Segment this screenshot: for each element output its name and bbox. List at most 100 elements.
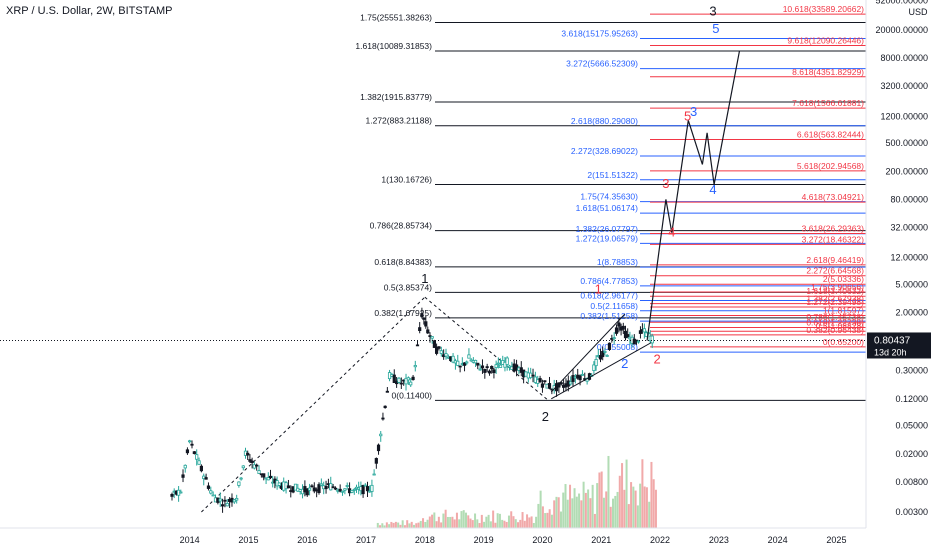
candle-body [319, 483, 323, 486]
candle-body [485, 366, 489, 369]
candle-body [496, 362, 500, 365]
volume-bar [654, 489, 657, 528]
candle-body [399, 382, 403, 385]
fib-red-label: 0.382(0.96438) [806, 325, 864, 335]
volume-bar [648, 501, 651, 528]
volume-bar [478, 523, 481, 528]
volume-bar [521, 512, 524, 528]
chart-title: XRP / U.S. Dollar, 2W, BITSTAMP [6, 5, 173, 17]
fib-red-label: 6.618(563.82444) [797, 129, 864, 139]
candle-body [478, 368, 482, 371]
candle-body [379, 433, 383, 437]
fib-blue: 3.618(15175.95263) 3.272(5666.52309) 2.618… [561, 28, 866, 353]
candle-body [204, 477, 208, 480]
volume-bar [492, 510, 495, 528]
volume-bar [462, 510, 465, 528]
x-tick-label: 2020 [532, 535, 552, 545]
candle-body [286, 485, 291, 489]
wave-label: 5 [684, 108, 691, 123]
volume-bar [449, 516, 452, 528]
volume-bar [485, 516, 488, 528]
x-tick-label: 2018 [415, 535, 435, 545]
candle-body [343, 488, 347, 491]
candle-body [338, 488, 342, 492]
volume-bar [591, 484, 594, 528]
volume-bar [609, 506, 612, 528]
candle-body [225, 503, 229, 507]
candle-body [444, 353, 448, 357]
fib-red-label: 0.786(1.45738) [806, 312, 864, 322]
candle-body [439, 350, 443, 354]
dashed-line [424, 296, 549, 401]
candle-body [601, 351, 605, 358]
candle-body [268, 475, 273, 479]
candle-body [195, 454, 199, 460]
fib-blue-label: 3.618(15175.95263) [561, 28, 638, 38]
candle-body [206, 485, 211, 489]
candle-body [598, 355, 603, 360]
wave-label: 3 [690, 104, 697, 119]
last-price-value: 0.80437 [874, 335, 911, 346]
wave-label: 2 [621, 356, 628, 371]
fib-blue-label: 1.272(19.06579) [576, 233, 639, 243]
candle-body [569, 381, 573, 385]
candle-body [636, 340, 641, 343]
volume-bar [503, 520, 506, 528]
candle-body [310, 485, 314, 488]
volume-bar [573, 488, 576, 528]
volume-bar [381, 523, 384, 528]
volume-bar [614, 495, 617, 528]
volume-bar [528, 517, 531, 528]
candle-body [462, 362, 467, 366]
candle-body [540, 383, 545, 388]
volume-bar [616, 491, 619, 528]
volume-bar [555, 496, 558, 528]
candle-body [381, 417, 385, 420]
volume-bar [415, 523, 418, 528]
candle-body [505, 357, 509, 365]
x-tick-label: 2023 [709, 535, 729, 545]
volume-bar [535, 516, 538, 528]
candle-body [385, 390, 389, 393]
volume-bar [562, 492, 565, 528]
candle-body [190, 443, 194, 446]
fib-blue-label: 0(0.55008) [597, 342, 638, 352]
volume-bar [460, 511, 463, 528]
currency-label: USD [908, 7, 928, 17]
volume-bar [385, 522, 388, 528]
fib-black-label: 1.272(883.21188) [366, 116, 433, 126]
volume-bar [618, 475, 621, 528]
volume-bar [428, 516, 431, 528]
volume-bar [455, 512, 458, 528]
candle-body [409, 381, 413, 386]
candle-body [333, 487, 338, 490]
candle-body [241, 465, 245, 469]
volume-bar [471, 520, 474, 528]
y-tick-label: 200.00000 [885, 166, 928, 176]
candle-body [543, 380, 547, 383]
y-tick-label: 0.05000 [895, 421, 928, 431]
fib-black-label: 0(0.11400) [392, 390, 433, 400]
volume-bar [437, 516, 440, 528]
candle-body [434, 346, 439, 354]
candle-body [370, 484, 374, 492]
candle-body [365, 486, 370, 492]
fib-red-label: 2.272(6.64568) [806, 266, 864, 276]
candle-body [621, 325, 625, 330]
candle-body [220, 504, 225, 507]
candle-body [305, 488, 309, 496]
volume-bar [532, 522, 535, 528]
volume-bar [397, 522, 400, 528]
volume-bar [523, 520, 526, 528]
candle-body [255, 464, 259, 467]
candle-body [307, 487, 312, 491]
volume-bar [526, 514, 529, 528]
volume-bar [480, 514, 483, 528]
volume-bar [383, 525, 386, 528]
y-tick-label: 8000.00000 [880, 53, 928, 63]
volume-bar [537, 503, 540, 528]
volume-bar [550, 514, 553, 528]
volume-bar [406, 520, 409, 528]
candle-body [642, 328, 646, 333]
